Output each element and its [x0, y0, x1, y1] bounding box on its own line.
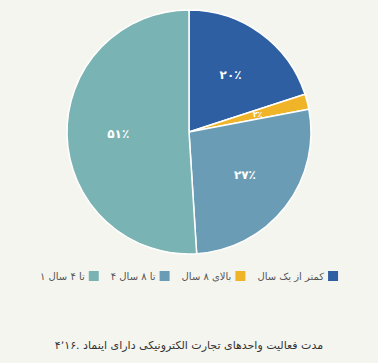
title: ۴٬۱۶. مدت فعالیت واحدهای تجارت الکترونیک…	[55, 339, 323, 352]
legend: کمتر از یک سال بالای ۸ سال ۴ تا ۸ سال ۱ تا …	[40, 271, 338, 282]
data-labels: ۲۰٪ ۲٪ ۲۷٪ ۵۱٪	[107, 68, 262, 183]
data-label: ۲۰٪	[220, 68, 242, 82]
pie	[67, 10, 311, 254]
data-label: ۲۷٪	[234, 168, 256, 182]
legend-swatch	[160, 271, 170, 281]
legend-label: ۱ تا ۴ سال	[40, 271, 85, 282]
data-label: ۲٪	[253, 110, 263, 119]
legend-item: کمتر از یک سال	[257, 271, 338, 282]
legend-item: بالای ۸ سال	[182, 271, 246, 282]
pie-slice	[67, 10, 197, 254]
pie-slice	[189, 109, 311, 254]
legend-swatch	[328, 271, 338, 281]
legend-label: بالای ۸ سال	[182, 271, 232, 282]
legend-item: ۱ تا ۴ سال	[40, 271, 99, 282]
chart: ۲۰٪ ۲٪ ۲۷٪ ۵۱٪ کمتر از یک سال بالای ۸ سال ۴ تا…	[0, 0, 378, 363]
legend-swatch	[89, 271, 99, 281]
legend-label: کمتر از یک سال	[257, 271, 324, 282]
legend-swatch	[235, 271, 245, 281]
legend-item: ۴ تا ۸ سال	[111, 271, 170, 282]
legend-label: ۴ تا ۸ سال	[111, 271, 156, 282]
data-label: ۵۱٪	[107, 127, 129, 141]
